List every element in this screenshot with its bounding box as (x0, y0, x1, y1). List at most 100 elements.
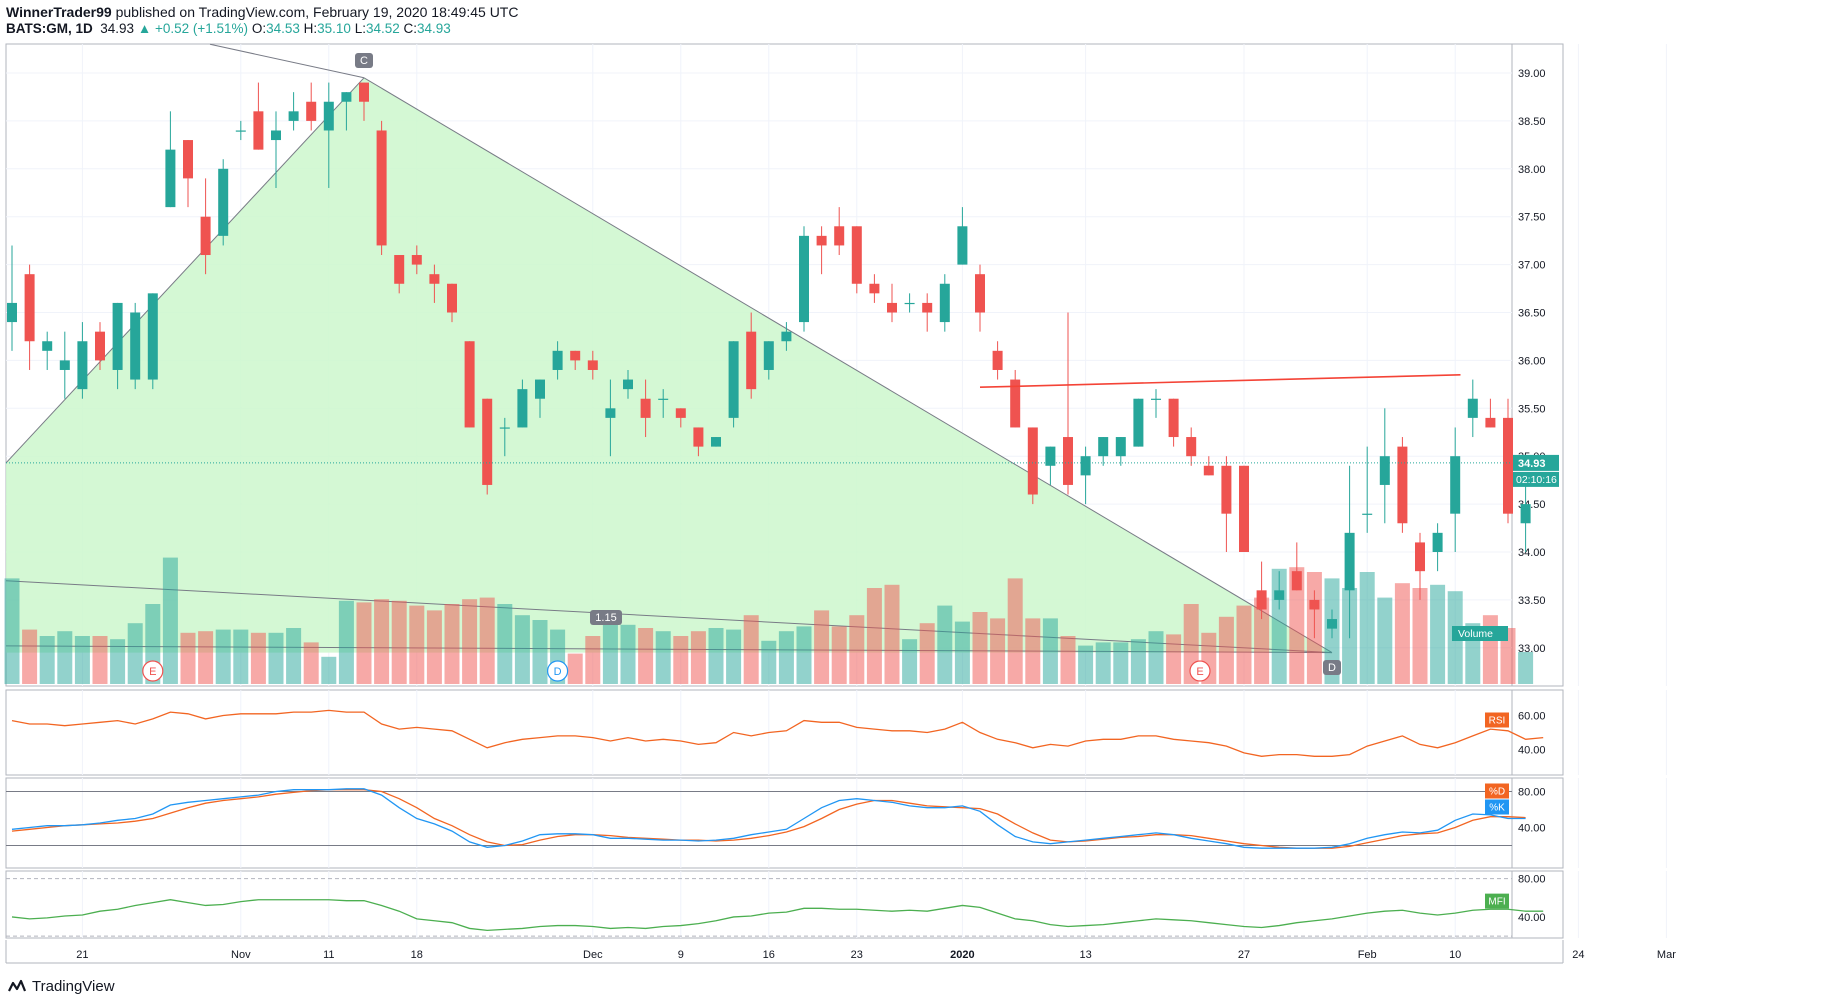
candle-body (693, 427, 704, 447)
time-tick-label: Mar (1657, 949, 1676, 961)
volume-bar (1166, 634, 1182, 684)
candle-body (288, 111, 299, 121)
panel-border (5, 689, 1564, 776)
time-tick-label: 24 (1572, 949, 1584, 961)
price-tick-label: 37.00 (1518, 260, 1546, 272)
candle-body (517, 389, 528, 428)
candle (869, 274, 880, 303)
candle-body (59, 360, 70, 370)
candle-body (728, 341, 739, 418)
event-marker (546, 660, 569, 682)
candle-body (1415, 542, 1425, 572)
volume-bar (127, 623, 143, 684)
volume-bar (1042, 618, 1058, 684)
mfi-tick-label: 40.00 (1518, 912, 1546, 924)
candle (1327, 609, 1337, 639)
candle-body (323, 101, 334, 131)
candle-body (464, 341, 475, 428)
volume-label-bg (1452, 626, 1508, 641)
candle (887, 283, 897, 323)
candle-body (1467, 398, 1478, 418)
volume-bar (92, 636, 108, 684)
candle-body (411, 255, 422, 265)
candle-body (77, 341, 88, 390)
stoch-tick-label: 80.00 (1518, 787, 1546, 799)
volume-bar (1430, 584, 1446, 684)
candle (1151, 389, 1161, 418)
candle (799, 226, 809, 332)
candle-body (306, 101, 317, 121)
candle (447, 283, 457, 323)
price-tick-label: 38.00 (1518, 164, 1546, 176)
candle-body (1168, 398, 1179, 438)
candle-body (887, 302, 897, 313)
volume-bar (602, 624, 618, 684)
volume-bar (74, 636, 90, 684)
volume-bar (796, 626, 812, 684)
volume-bar (479, 597, 495, 684)
pattern-c-bg (355, 53, 373, 68)
brand-name: TradingView (32, 978, 115, 995)
mfi-label-bg (1485, 893, 1509, 909)
countdown-bg (1513, 471, 1559, 487)
symbol-label[interactable]: BATS:GM, 1D (6, 21, 93, 36)
candle (7, 245, 17, 351)
candle-body (1485, 417, 1496, 428)
candle (1115, 437, 1126, 466)
candle (1186, 427, 1197, 466)
tradingview-logo-icon (8, 979, 26, 991)
rsi-label: RSI (1489, 716, 1506, 727)
candle-body (939, 283, 950, 323)
candle (939, 274, 950, 332)
candle (1344, 465, 1355, 639)
low-label: L: (354, 21, 366, 36)
volume-bar (286, 628, 302, 684)
volume-bar (198, 631, 214, 684)
volume-bar (374, 599, 390, 684)
tradingview-brand[interactable]: TradingView (8, 978, 115, 995)
pattern-d-label: D (1328, 662, 1336, 674)
volume-bar (1025, 618, 1041, 684)
candle (1432, 523, 1443, 572)
price-tick-label: 35.50 (1518, 403, 1546, 415)
candle-body (675, 408, 686, 418)
time-tick-label: 18 (411, 949, 423, 961)
candle (922, 293, 933, 332)
volume-bar (409, 605, 425, 684)
candle (834, 207, 845, 256)
close-value: 34.93 (417, 21, 451, 36)
candle-body (1098, 437, 1109, 457)
candle-body (535, 379, 545, 399)
candle-body (1133, 398, 1144, 447)
price-tick-label: 38.50 (1518, 116, 1546, 128)
candle-body (42, 341, 53, 351)
candle (24, 264, 35, 370)
stoch-k-label-bg (1485, 799, 1509, 815)
resistance-line (979, 373, 1461, 389)
volume-bar (4, 578, 20, 684)
author-name[interactable]: WinnerTrader99 (6, 4, 112, 20)
high-value: 35.10 (317, 21, 351, 36)
candle (957, 207, 968, 265)
candle-body (992, 350, 1003, 370)
volume-bar (1394, 583, 1410, 684)
candle-body (165, 149, 176, 208)
volume-bar (849, 615, 865, 684)
time-tick-label: Feb (1358, 949, 1377, 961)
volume-bar (22, 629, 38, 684)
candle-body (218, 168, 229, 236)
candle (1485, 398, 1496, 428)
candle (904, 293, 915, 313)
candle (394, 255, 405, 294)
volume-bar (426, 610, 442, 684)
candle-body (1256, 590, 1267, 610)
chart-canvas[interactable]: 39.00 38.50 38.00 37.50 37.00 36.50 36.00 35.50… (0, 0, 1840, 975)
volume-bar (778, 631, 794, 684)
price-tick-label: 36.00 (1518, 355, 1546, 367)
volume-bar (620, 624, 636, 684)
candle-body (1309, 599, 1320, 610)
candle-body (1221, 465, 1232, 514)
volume-bar (1007, 578, 1023, 684)
candle (1520, 484, 1531, 552)
time-tick-label: 16 (763, 949, 775, 961)
